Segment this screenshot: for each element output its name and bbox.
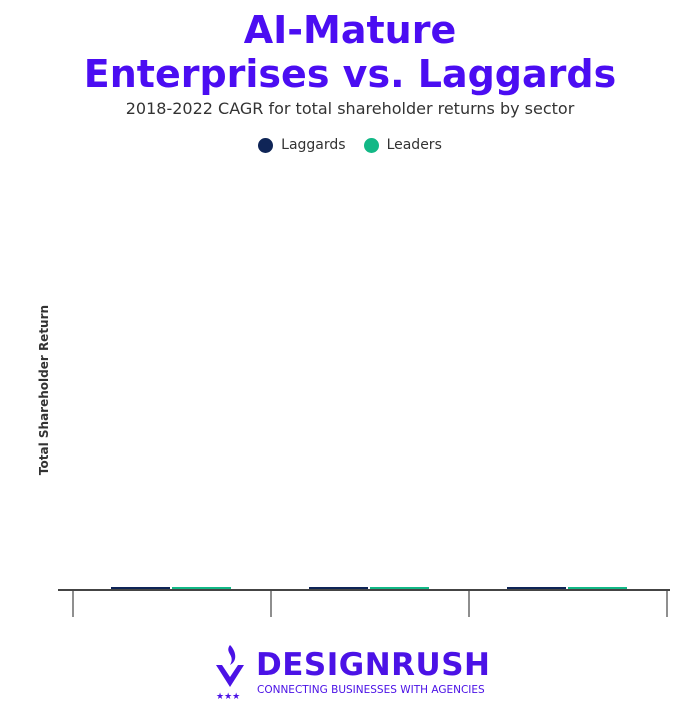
- svg-text:★★★: ★★★: [216, 692, 240, 700]
- bar-laggards-1: [309, 587, 368, 589]
- legend-swatch-leaders: [363, 137, 379, 153]
- designrush-logo: ★★★ DESIGNRUSH CONNECTING BUSINESSES WIT…: [214, 643, 491, 702]
- bar-leaders-0: [172, 587, 231, 589]
- legend-swatch-laggards: [258, 137, 274, 153]
- legend-item-leaders[interactable]: Leaders: [363, 137, 442, 153]
- legend-label-leaders: Leaders: [386, 137, 442, 153]
- legend-item-laggards[interactable]: Laggards: [258, 137, 346, 153]
- logo-tagline: CONNECTING BUSINESSES WITH AGENCIES: [257, 684, 485, 696]
- chart-subtitle: 2018-2022 CAGR for total shareholder ret…: [125, 99, 575, 118]
- designrush-flame-icon: ★★★: [216, 645, 244, 702]
- y-axis-label: Total Shareholder Return: [37, 304, 51, 476]
- bar-laggards-2: [507, 587, 566, 589]
- logo-brand: DESIGNRUSH: [256, 647, 491, 683]
- legend: Laggards Leaders: [0, 137, 700, 153]
- chart-title-line2: Enterprises vs. Laggards: [83, 52, 617, 96]
- chart-title-line1: AI-Mature: [243, 8, 457, 52]
- bar-leaders-2: [568, 587, 627, 589]
- legend-label-laggards: Laggards: [281, 137, 346, 153]
- bar-laggards-0: [111, 587, 170, 589]
- bar-leaders-1: [370, 587, 429, 589]
